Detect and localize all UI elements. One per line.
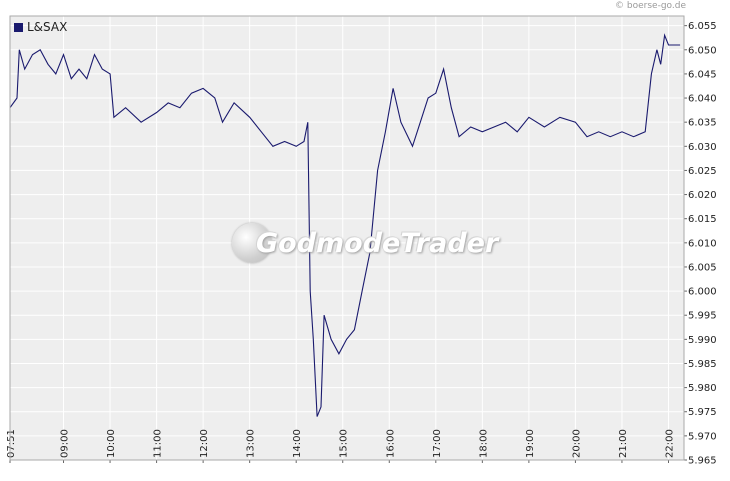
- series-line: [9, 33, 681, 417]
- y-tick-label: 6.050: [688, 45, 717, 56]
- x-tick-label: 12:00: [199, 429, 210, 458]
- legend-swatch: [14, 22, 23, 32]
- x-tick-label: 13:00: [246, 429, 257, 458]
- x-tick-label: 17:00: [432, 429, 443, 458]
- legend: L&SAX: [14, 20, 67, 34]
- copyright-text: © boerse-go.de: [615, 1, 686, 11]
- x-tick-label: 22:00: [664, 429, 675, 458]
- y-axis: 6.055 6.050 6.045 6.040 6.035 6.030 6.025 6.020…: [684, 21, 717, 467]
- y-tick-label: 5.965: [688, 456, 717, 467]
- y-tick-label: 6.010: [688, 238, 717, 249]
- x-tick-label: 11:00: [153, 429, 164, 458]
- x-tick-label: 20:00: [571, 429, 582, 458]
- y-tick-label: 6.020: [688, 190, 717, 201]
- y-tick-label: 6.025: [688, 166, 717, 177]
- y-tick-label: 5.995: [688, 311, 717, 322]
- y-tick-label: 5.990: [688, 335, 717, 346]
- y-tick-label: 6.035: [688, 118, 717, 129]
- x-tick-label: 10:00: [106, 429, 117, 458]
- legend-label: L&SAX: [27, 20, 68, 34]
- x-tick-label: 14:00: [292, 429, 303, 458]
- x-tick-label: 16:00: [385, 429, 396, 458]
- y-tick-label: 5.985: [688, 359, 717, 370]
- y-tick-label: 5.970: [688, 431, 717, 442]
- y-tick-label: 6.005: [688, 262, 717, 273]
- x-tick-label: 18:00: [478, 429, 489, 458]
- y-tick-label: 6.055: [688, 21, 717, 32]
- y-tick-label: 6.040: [688, 94, 717, 105]
- y-tick-label: 6.045: [688, 69, 717, 80]
- y-tick-label: 6.000: [688, 287, 717, 298]
- x-tick-label: 15:00: [339, 429, 350, 458]
- x-tick-label: 19:00: [525, 429, 536, 458]
- y-tick-label: 5.975: [688, 407, 717, 418]
- x-tick-label: 21:00: [618, 429, 629, 458]
- x-axis: 07:51 09:00 10:00 11:00 12:00 13:00 14:00 15:00…: [6, 429, 675, 463]
- x-tick-label: 07:51: [6, 429, 17, 458]
- y-tick-label: 5.980: [688, 383, 717, 394]
- y-tick-label: 6.030: [688, 142, 717, 153]
- y-tick-label: 6.015: [688, 214, 717, 225]
- plot-frame: [9, 15, 685, 461]
- x-tick-label: 09:00: [60, 429, 71, 458]
- plot-area: [10, 16, 684, 460]
